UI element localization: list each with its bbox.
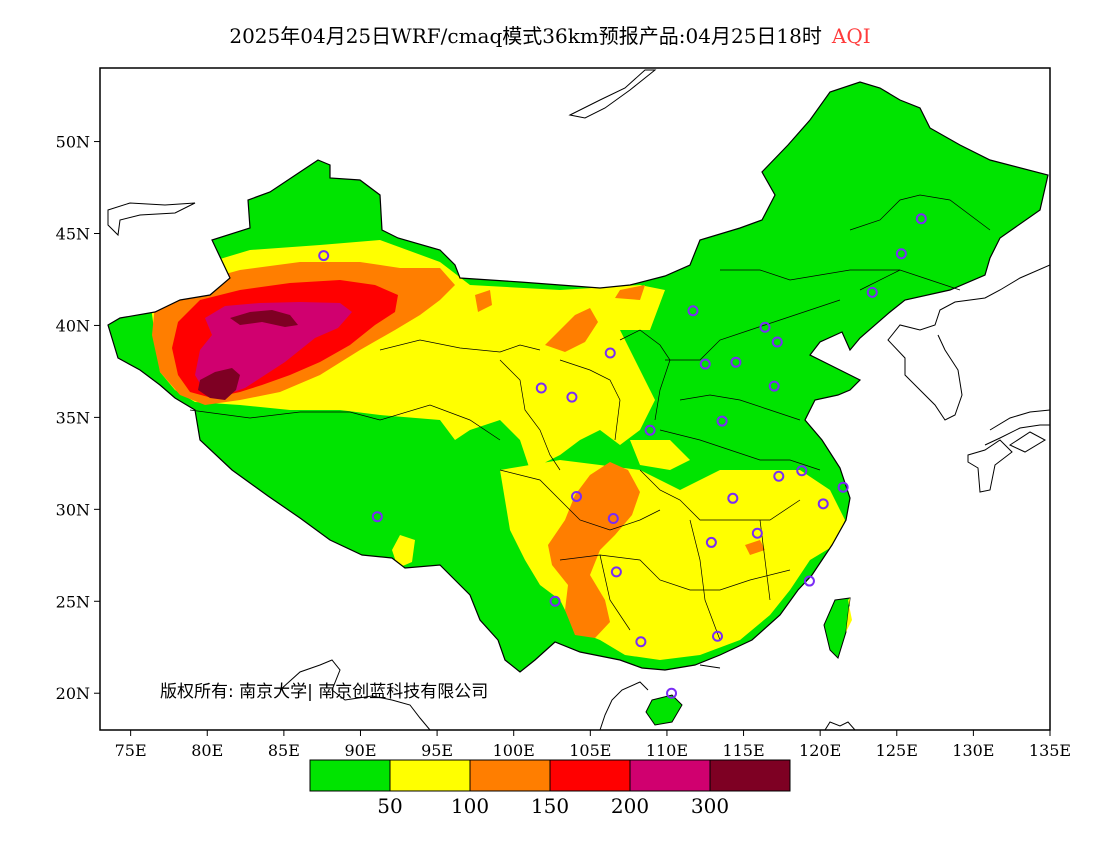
- legend-label: 50: [377, 794, 402, 818]
- lat-tick-label: 50N: [56, 133, 90, 152]
- station-marker: [607, 513, 619, 525]
- station-marker: [727, 492, 739, 504]
- station-marker: [751, 527, 763, 539]
- lat-tick-label: 40N: [56, 316, 90, 335]
- lon-tick-label: 85E: [268, 741, 300, 760]
- lon-tick-label: 95E: [421, 741, 453, 760]
- station-marker: [759, 321, 771, 333]
- station-marker: [687, 305, 699, 317]
- station-marker: [773, 470, 785, 482]
- station-marker: [604, 347, 616, 359]
- station-marker: [535, 382, 547, 394]
- lat-tick-label: 25N: [56, 592, 90, 611]
- station-marker: [610, 566, 622, 578]
- station-marker: [837, 481, 849, 493]
- station-marker: [730, 356, 742, 368]
- lat-tick-label: 30N: [56, 500, 90, 519]
- lon-tick-label: 75E: [115, 741, 147, 760]
- coastlines: [107, 69, 1050, 730]
- lon-tick-label: 90E: [344, 741, 376, 760]
- station-marker: [571, 490, 583, 502]
- lon-tick-label: 115E: [722, 741, 764, 760]
- lat-tick-label: 45N: [56, 225, 90, 244]
- station-marker: [866, 286, 878, 298]
- legend-swatch: [469, 759, 551, 792]
- station-marker: [644, 424, 656, 436]
- lon-tick-label: 120E: [799, 741, 841, 760]
- station-marker: [716, 415, 728, 427]
- legend-label: 200: [611, 794, 649, 818]
- lon-tick-label: 135E: [1029, 741, 1071, 760]
- lon-tick-label: 130E: [952, 741, 994, 760]
- map-title: 2025年04月25日WRF/cmaq模式36km预报产品:04月25日18时 A…: [0, 20, 1100, 49]
- title-aqi-label: AQI: [831, 24, 871, 48]
- station-marker: [796, 465, 808, 477]
- station-marker: [699, 358, 711, 370]
- legend-swatch: [629, 759, 711, 792]
- legend-swatch: [309, 759, 391, 792]
- station-marker: [566, 391, 578, 403]
- legend-label: 150: [531, 794, 569, 818]
- map-axes: 75E 80E 85E 90E 95E 100E 105E 110E 115E 120E 125E 1…: [56, 133, 1071, 760]
- lon-tick-label: 110E: [646, 741, 688, 760]
- legend-label: 300: [691, 794, 729, 818]
- station-marker: [666, 687, 678, 699]
- station-marker: [712, 630, 723, 642]
- aqi-legend: 50 100 150 200 300: [309, 759, 791, 818]
- legend-swatch: [389, 759, 471, 792]
- lon-tick-label: 80E: [191, 741, 223, 760]
- lon-tick-label: 125E: [876, 741, 918, 760]
- station-marker: [705, 536, 717, 548]
- legend-swatch: [709, 759, 791, 792]
- station-marker: [371, 511, 383, 523]
- island-hainan: [645, 694, 683, 726]
- station-marker: [803, 575, 815, 587]
- station-marker: [549, 595, 561, 607]
- province-boundaries: [189, 194, 991, 641]
- monitoring-stations: [318, 213, 927, 699]
- copyright-text: 版权所有: 南京大学| 南京创蓝科技有限公司: [160, 682, 488, 702]
- lat-tick-label: 20N: [56, 684, 90, 703]
- lon-tick-label: 105E: [569, 741, 611, 760]
- title-text: 2025年04月25日WRF/cmaq模式36km预报产品:04月25日18时: [229, 24, 822, 48]
- station-marker: [895, 248, 907, 260]
- lon-tick-label: 100E: [493, 741, 535, 760]
- island-taiwan-moderate: [846, 598, 852, 632]
- station-marker: [771, 336, 783, 348]
- aqi-level-hazardous: [198, 310, 298, 400]
- station-marker: [318, 250, 330, 262]
- station-marker: [768, 380, 780, 392]
- legend-swatch: [549, 759, 631, 792]
- station-marker: [915, 213, 927, 225]
- lat-tick-label: 35N: [56, 408, 90, 427]
- station-marker: [817, 498, 829, 510]
- legend-label: 100: [451, 794, 489, 818]
- station-marker: [635, 636, 647, 648]
